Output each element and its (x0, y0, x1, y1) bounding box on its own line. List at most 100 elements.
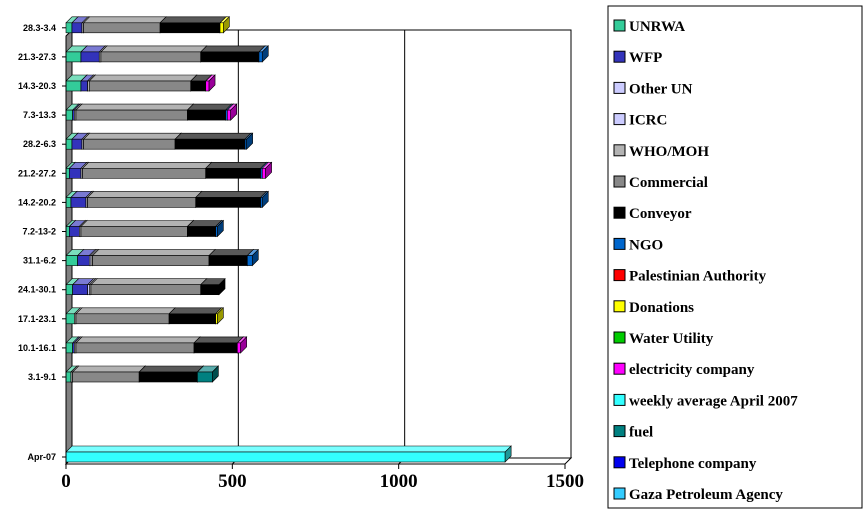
category-label: 21.2-27.2 (18, 168, 56, 178)
category-label: 31.1-6.2 (23, 256, 56, 266)
bar-segment-commercial (82, 132, 182, 150)
chart-grid (64, 28, 573, 466)
legend-label: WHO/MOH (629, 144, 709, 160)
legend-swatch (613, 425, 626, 438)
bar-segment-conveyor (204, 161, 268, 180)
bar-segment-ngo (244, 132, 254, 150)
legend-swatch (613, 456, 626, 469)
legend-entry: Palestinian Authority (613, 269, 767, 285)
bar-segment-donations (214, 307, 225, 325)
bar-segment-fuel (196, 365, 220, 383)
legend-entry: NGO (613, 237, 663, 253)
legend-label: Other UN (629, 81, 693, 97)
x-tick-label: 500 (218, 471, 247, 492)
legend-label: Commercial (629, 175, 708, 191)
plot-side-wall (65, 28, 73, 466)
x-tick-label: 0 (61, 471, 71, 492)
bar-segment-commercial (81, 161, 213, 180)
legend-swatch (613, 269, 626, 282)
x-tick-label: 1500 (546, 471, 584, 492)
legend-entry: Conveyor (613, 206, 692, 222)
legend-entry: electricity company (613, 362, 755, 378)
legend-swatch (613, 393, 626, 406)
bar-segment-commercial (91, 248, 216, 267)
bar-segment-ngo (246, 248, 260, 267)
category-label: 17.1-23.1 (18, 314, 56, 324)
legend-swatch (613, 50, 626, 63)
bar-segment-commercial (75, 307, 176, 325)
legend-swatch (613, 19, 626, 32)
legend-entry: weekly average April 2007 (613, 393, 798, 409)
legend-entry: ICRC (613, 113, 667, 129)
bar-segment-conveyor (159, 16, 227, 34)
legend-label: Telephone company (629, 456, 757, 472)
bar-segment-conveyor (168, 307, 223, 325)
bar-segment-commercial (80, 219, 195, 238)
bar-segment-ngo (259, 190, 269, 209)
legend-entry: WHO/MOH (613, 144, 709, 160)
legend-entry: Telephone company (613, 456, 757, 472)
legend-entry: Other UN (613, 81, 693, 97)
legend-swatch (613, 81, 626, 94)
bar-segment-commercial (86, 190, 203, 209)
bar-segment-commercial (90, 277, 208, 296)
legend-swatch (613, 175, 626, 188)
x-axis-ticks: 0 500 1000 1500 (61, 27, 584, 492)
legend-entry: Commercial (613, 175, 708, 191)
plot-back-wall (71, 29, 572, 459)
legend-label: weekly average April 2007 (629, 393, 798, 409)
category-label: 14.3-20.3 (18, 81, 56, 91)
bar-segment-weekly-average-april-2007 (65, 445, 512, 463)
legend-entry: UNRWA (613, 19, 685, 35)
legend-label: electricity company (629, 362, 755, 378)
category-label: Apr-07 (27, 452, 56, 462)
legend-swatch (613, 206, 626, 219)
legend-label: Donations (629, 300, 694, 316)
legend-label: Palestinian Authority (629, 269, 767, 285)
bar-segment-conveyor (195, 190, 268, 209)
legend-entry: Water Utility (613, 331, 714, 347)
bar-segment-conveyor (200, 277, 226, 296)
legend-entry: WFP (613, 50, 662, 66)
category-label: 7.2-13-2 (22, 227, 56, 237)
bar-segment-conveyor (174, 132, 252, 150)
bar-segment-electricity-company (204, 74, 216, 92)
category-label: 7.3-13.3 (23, 110, 56, 120)
bar-segment-conveyor (138, 365, 205, 383)
legend-entry: Gaza Petroleum Agency (613, 487, 783, 503)
bar-segment-electricity-company (226, 103, 238, 121)
bar-segment-conveyor (200, 45, 266, 63)
bar-segment-electricity-company (261, 161, 273, 180)
bar-segment-conveyor (193, 336, 245, 354)
legend-label: UNRWA (629, 19, 685, 35)
legend-entry: Donations (613, 300, 694, 316)
category-label: 28.3-3.4 (23, 23, 56, 33)
bar-segment-donations (219, 16, 231, 34)
legend-label: ICRC (629, 113, 667, 129)
category-labels: Apr-07 3.1-9.1 10.1-16.1 17.1-23.1 24.1-30.1… (18, 23, 56, 462)
bar-segment-conveyor (208, 248, 255, 267)
legend-label: Conveyor (629, 206, 692, 222)
category-label: 28.2-6.3 (23, 139, 56, 149)
legend-label: fuel (629, 425, 653, 441)
legend-entry: fuel (613, 425, 653, 441)
category-label: 14.2-20.2 (18, 197, 56, 207)
x-tick-label: 1000 (380, 471, 418, 492)
bar-segment-ngo (258, 45, 269, 63)
bar-segment-commercial (100, 45, 208, 63)
legend-label: Gaza Petroleum Agency (629, 487, 783, 503)
legend-swatch (613, 144, 626, 157)
bar-segment-conveyor (186, 103, 233, 121)
bar-segment-commercial (82, 16, 167, 34)
legend-swatch (613, 362, 626, 375)
chart-bars (65, 16, 512, 463)
bar-segment-ngo (214, 219, 225, 238)
legend-swatch (613, 331, 626, 344)
legend-box (607, 5, 863, 509)
legend-swatch (613, 487, 626, 500)
bar-segment-commercial (88, 74, 198, 92)
bar-segment-commercial (71, 365, 146, 383)
bar-segment-commercial (75, 336, 201, 354)
bar-segment-commercial (75, 103, 195, 121)
